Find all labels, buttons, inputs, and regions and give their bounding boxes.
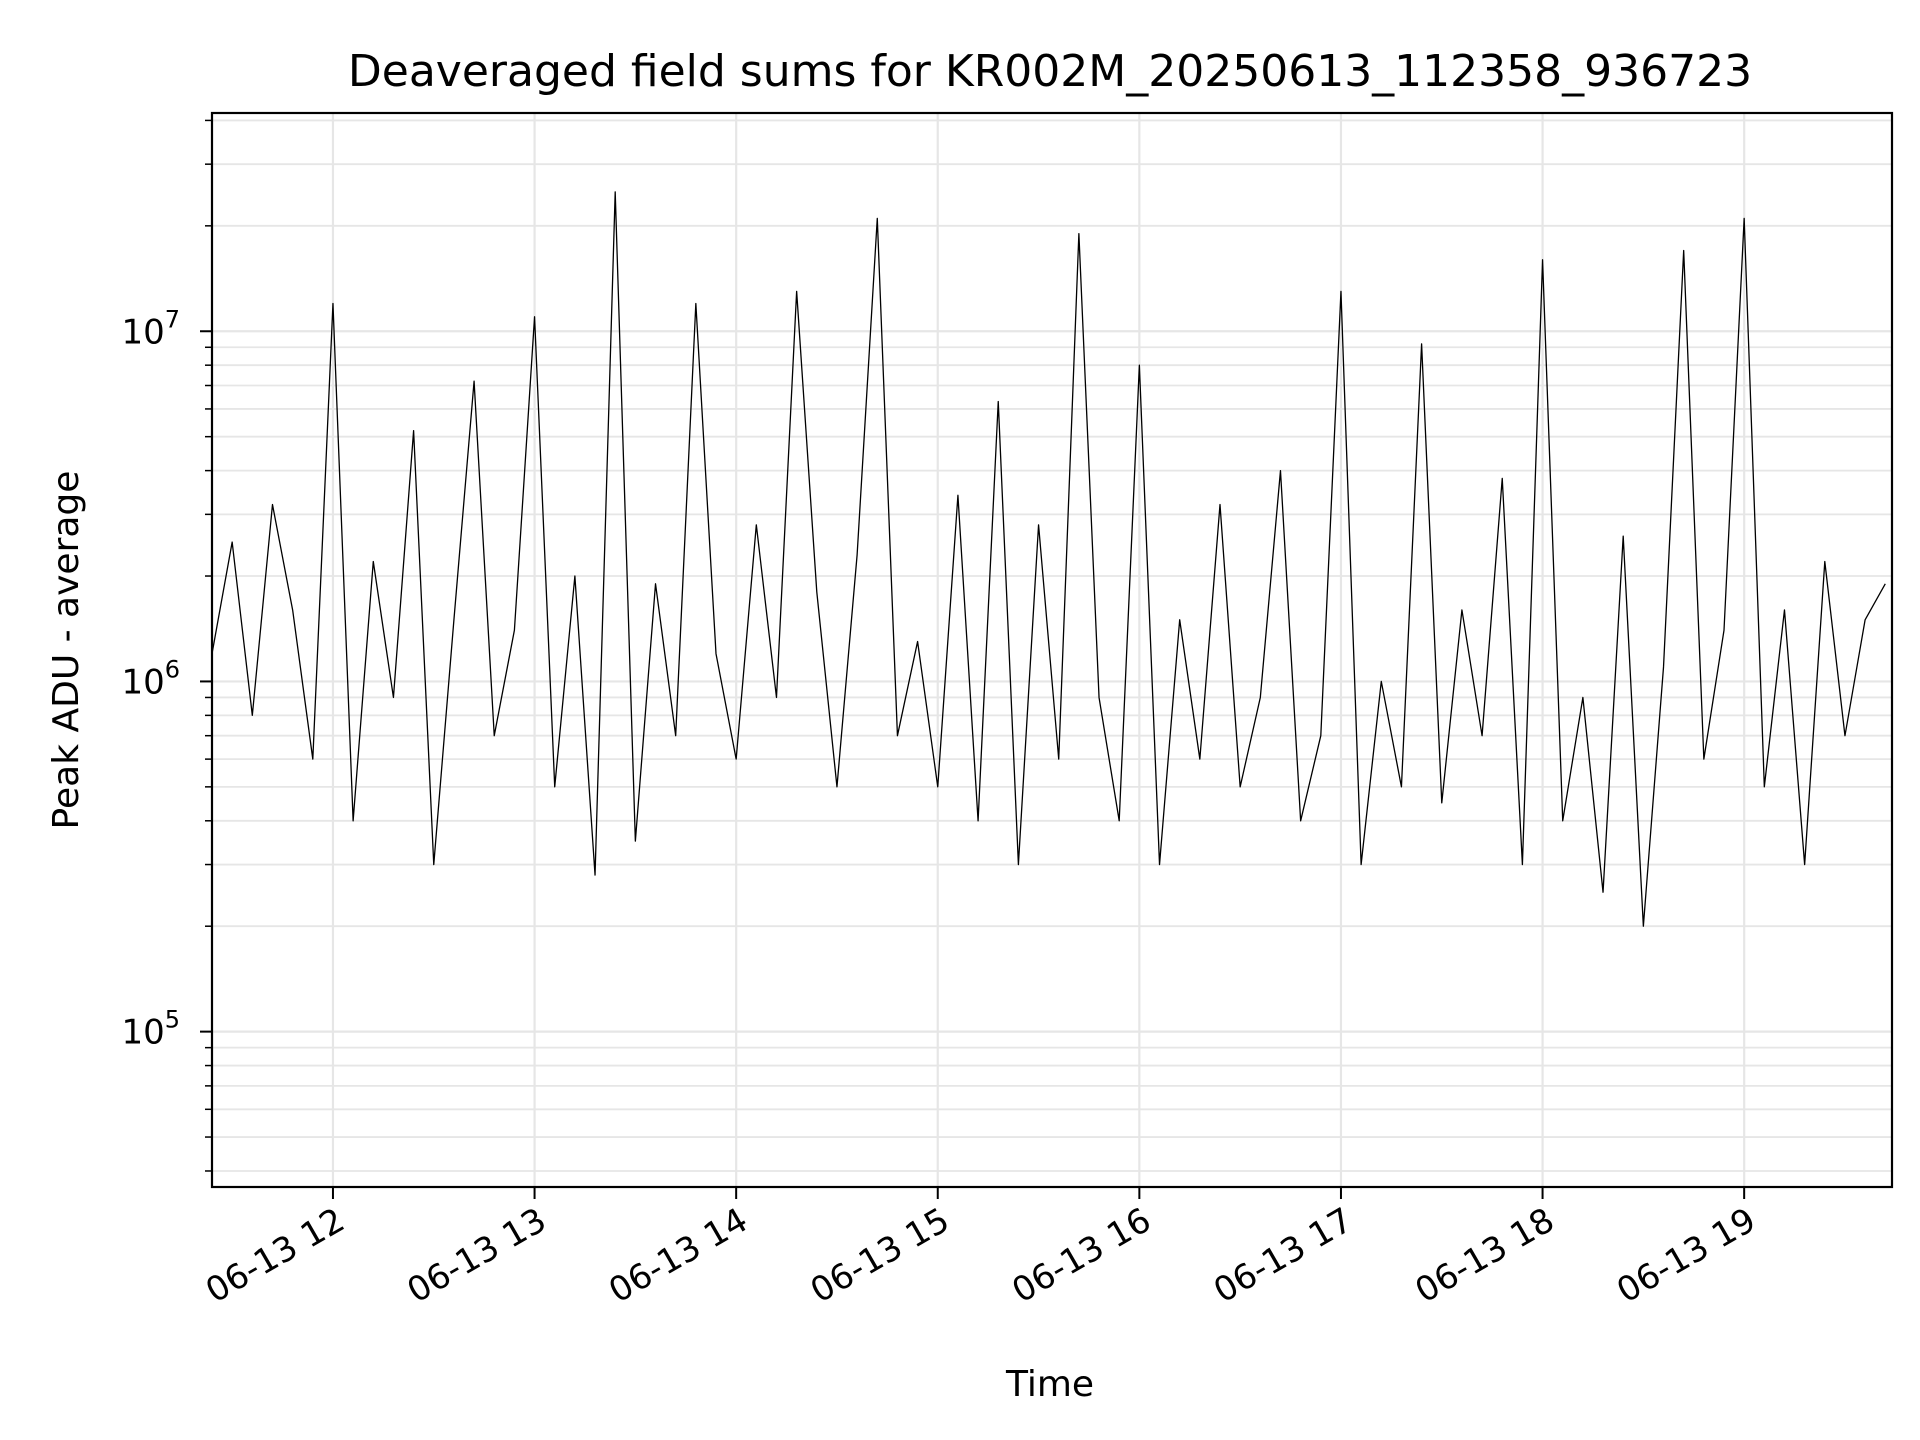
x-axis-label: Time — [1005, 1364, 1094, 1405]
data-series — [211, 191, 1886, 927]
y-tick-label: 105 — [121, 1006, 180, 1053]
plot-frame — [210, 111, 1894, 1189]
series-line — [211, 191, 1886, 927]
y-tick-label: 107 — [121, 305, 180, 352]
chart-title: Deaveraged field sums for KR002M_2025061… — [348, 46, 1752, 97]
grid-lines — [212, 113, 1892, 1187]
y-axis-label: Peak ADU - average — [46, 471, 87, 830]
y-tick-label: 106 — [121, 655, 180, 702]
